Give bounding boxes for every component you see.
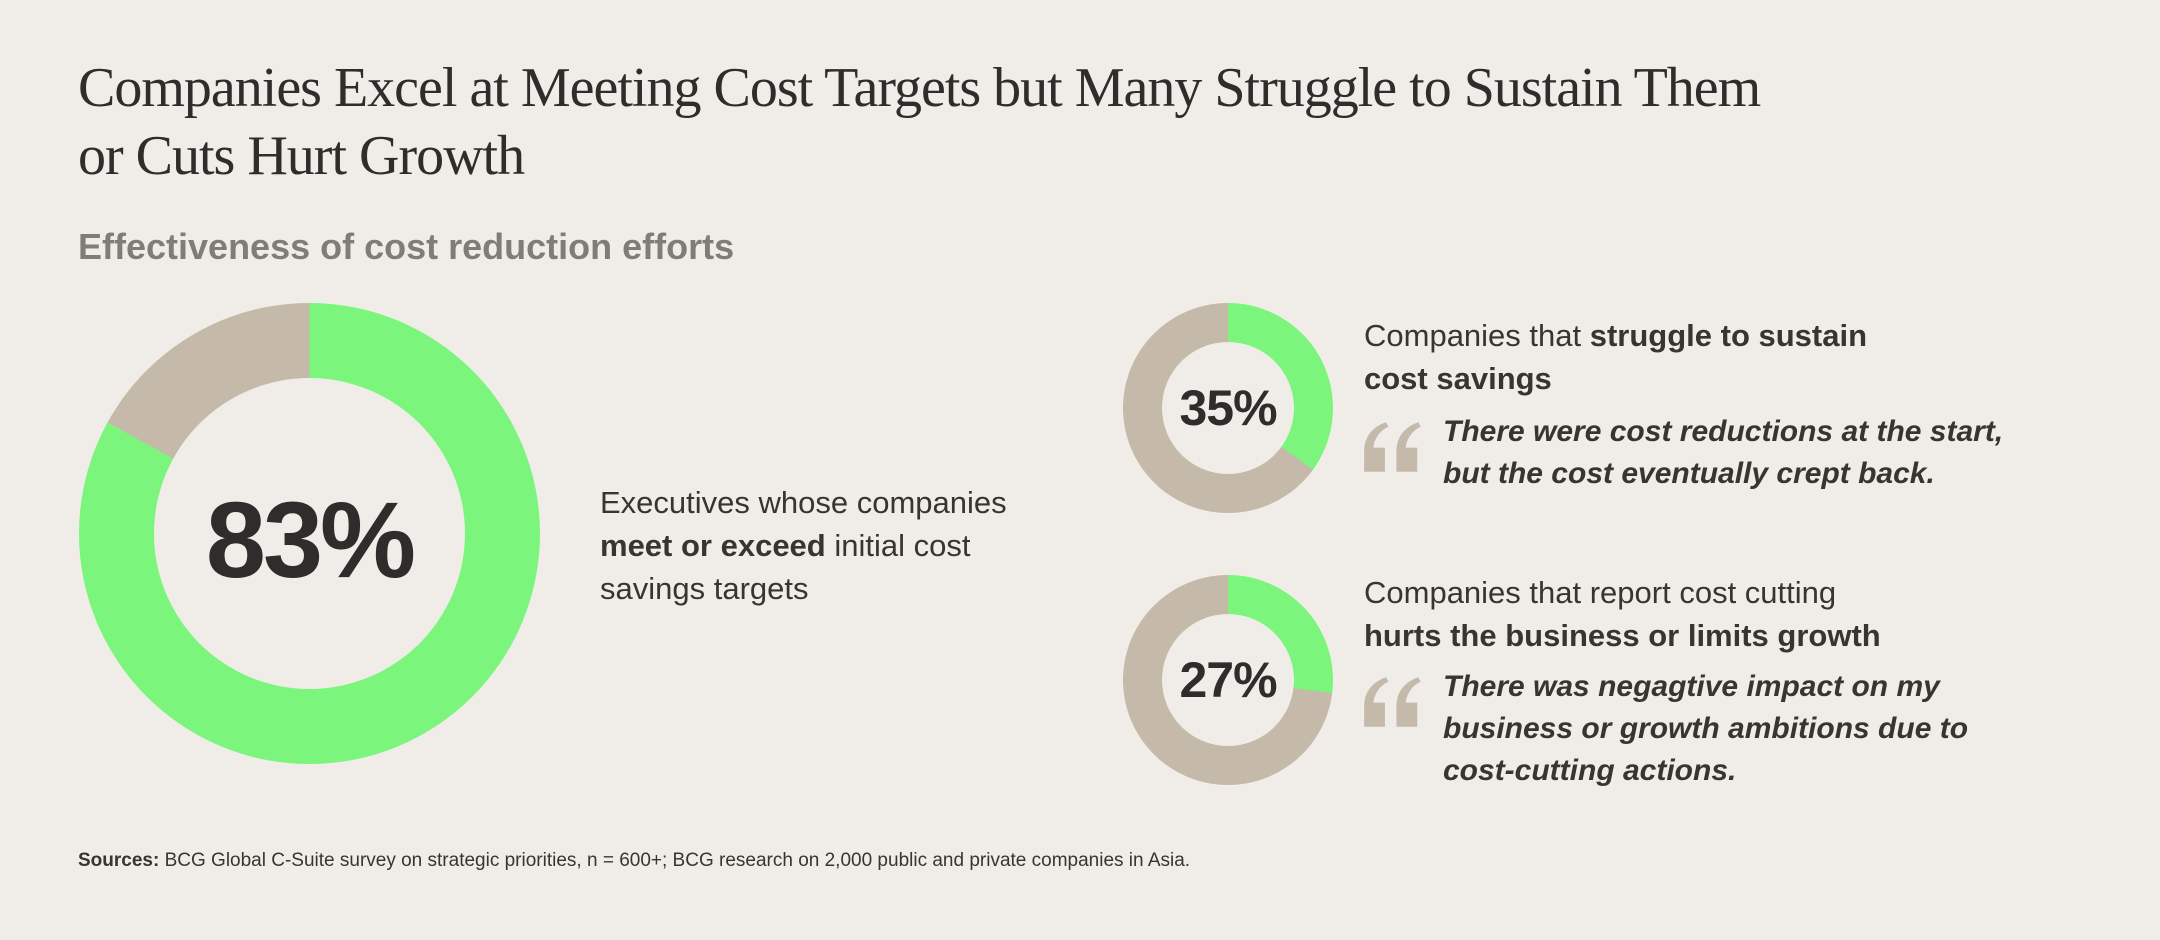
donut-hole: 83% [154, 378, 465, 689]
growth-heading: Companies that report cost cutting hurts… [1364, 575, 1881, 653]
donut-hole: 27% [1162, 614, 1294, 746]
big-donut-description: Executives whose companies meet or excee… [600, 485, 1007, 606]
sustain-quote-block: There were cost reductions at the start,… [1363, 411, 2103, 495]
sources-line: Sources: BCG Global C-Suite survey on st… [78, 850, 1191, 871]
donut-chart-meet-targets: 83% [79, 303, 540, 764]
donut-percent-label: 35% [1179, 380, 1277, 436]
double-quote-icon [1364, 422, 1421, 472]
sustain-heading: Companies that struggle to sustain cost … [1364, 318, 1868, 396]
sustain-quote-text: There were cost reductions at the start,… [1443, 415, 2004, 490]
double-quote-icon [1364, 677, 1421, 727]
donut-chart-hurts-growth: 27% [1123, 575, 1333, 785]
donut-chart-sustain-savings: 35% [1123, 303, 1333, 513]
donut-percent-label: 83% [205, 479, 416, 600]
growth-quote-block: There was negagtive impact on my busines… [1363, 666, 2103, 792]
growth-quote-text: There was negagtive impact on my busines… [1443, 670, 1969, 787]
donut-percent-label: 27% [1179, 652, 1277, 708]
page-title: Companies Excel at Meeting Cost Targets … [78, 57, 1761, 187]
donut-hole: 35% [1162, 342, 1294, 474]
page-subtitle: Effectiveness of cost reduction efforts [78, 226, 735, 267]
